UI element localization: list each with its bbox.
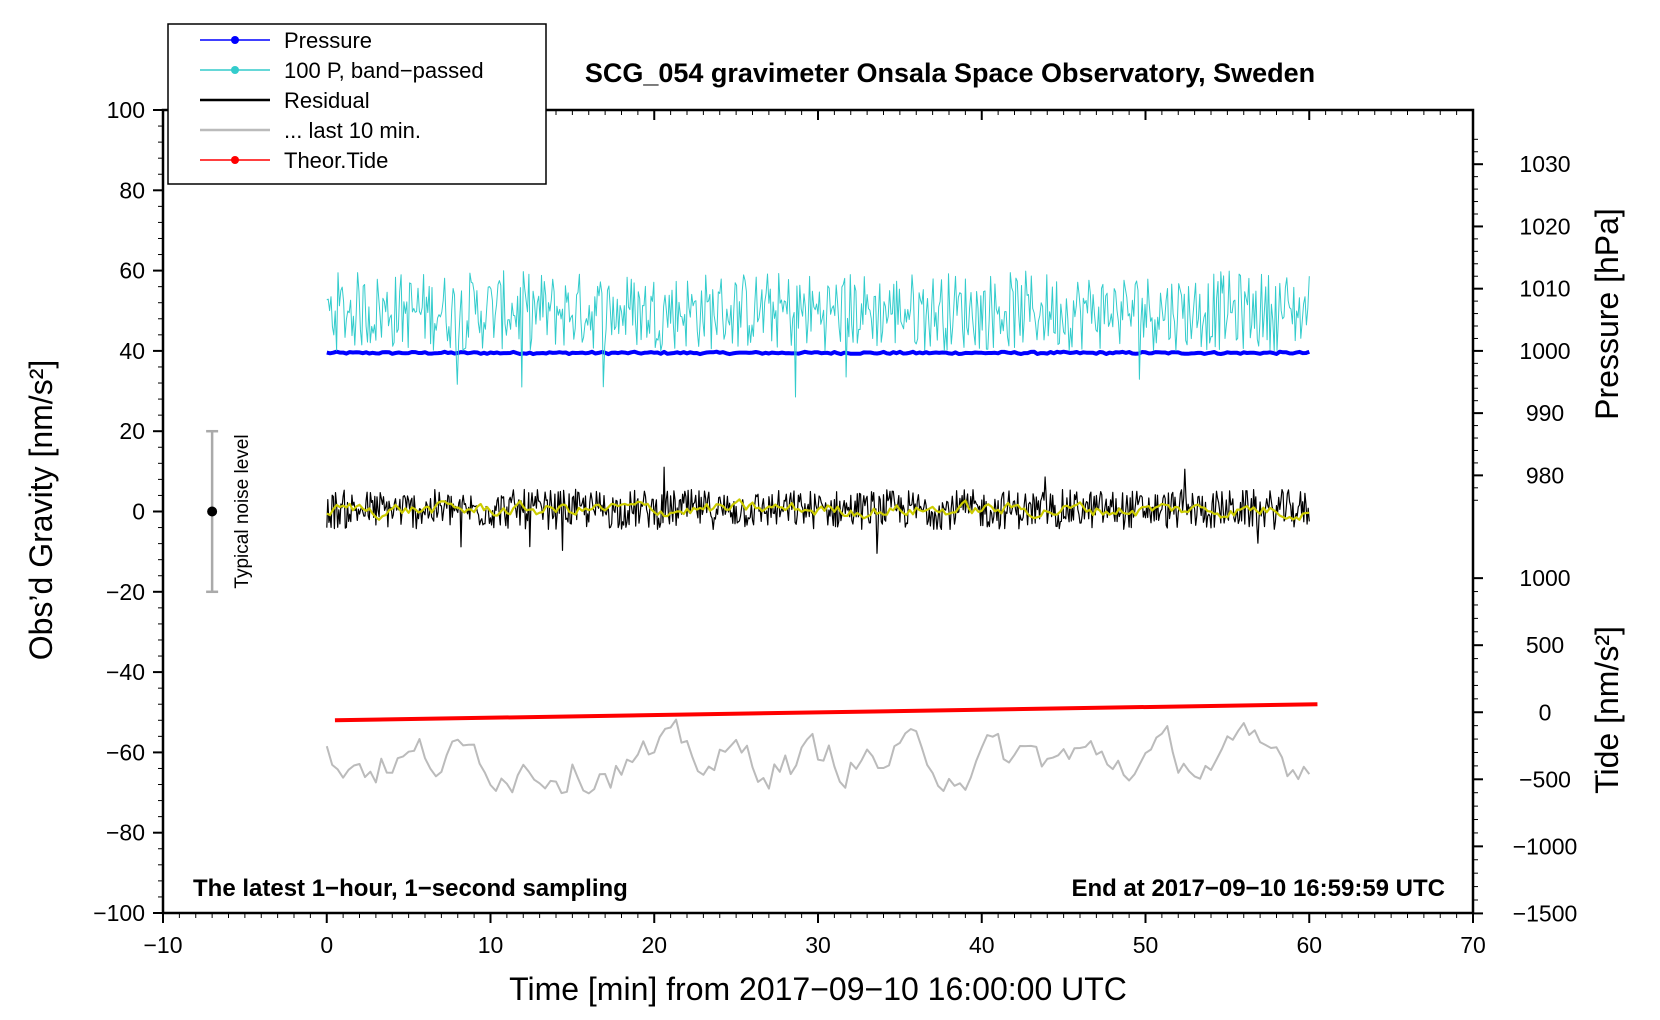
legend-marker — [231, 66, 239, 74]
pressure-tick-label: 1000 — [1519, 338, 1570, 364]
legend-label: Theor.Tide — [284, 148, 388, 173]
y-axis-label-left: Obs’d Gravity [nm/s²] — [23, 360, 59, 661]
tide-tick-label: −500 — [1519, 766, 1571, 792]
x-tick-label: 30 — [805, 932, 831, 958]
noise-level-indicator: Typical noise level — [206, 429, 253, 594]
legend-label: 100 P, band−passed — [284, 58, 484, 83]
legend-item: 100 P, band−passed — [200, 58, 484, 83]
series--last-10-min- — [325, 718, 1311, 795]
y-tick-label: −40 — [106, 659, 145, 685]
legend-marker — [231, 156, 239, 164]
legend-item: Pressure — [200, 28, 372, 53]
tide-tick-label: 0 — [1539, 699, 1552, 725]
y-tick-label: 60 — [119, 258, 145, 284]
legend-item: ... last 10 min. — [200, 118, 421, 143]
y-axis-label-tide: Tide [nm/s²] — [1589, 626, 1625, 794]
series-line — [326, 498, 1310, 521]
y-tick-label: 80 — [119, 177, 145, 203]
legend-label: ... last 10 min. — [284, 118, 421, 143]
tide-tick-label: 500 — [1526, 632, 1564, 658]
pressure-tick-label: 1020 — [1519, 213, 1570, 239]
legend-marker — [231, 36, 239, 44]
legend-box — [167, 23, 547, 185]
x-tick-label: 50 — [1133, 932, 1159, 958]
tide-tick-label: −1000 — [1513, 833, 1578, 859]
x-tick-label: 0 — [320, 932, 333, 958]
y-tick-label: 0 — [132, 499, 145, 525]
y-tick-label: 100 — [107, 97, 145, 123]
y-axis-label-pressure: Pressure [hPa] — [1589, 208, 1625, 420]
y-tick-label: −20 — [106, 579, 145, 605]
annotation-end-time: End at 2017−09−10 16:59:59 UTC — [1071, 875, 1445, 902]
series-layer — [325, 270, 1318, 795]
y-tick-label: 40 — [119, 338, 145, 364]
axis-layer: −10 0 10 20 30 40 50 60 70100806040200−20−40−60−… — [93, 97, 1577, 958]
y-tick-label: −100 — [93, 900, 145, 926]
x-tick-label: −10 — [143, 932, 182, 958]
series-line — [326, 270, 1310, 398]
x-tick-label: 40 — [969, 932, 995, 958]
pressure-tick-label: 990 — [1526, 400, 1564, 426]
pressure-tick-label: 1030 — [1519, 151, 1570, 177]
tide-tick-label: −1500 — [1513, 900, 1578, 926]
legend-item: Theor.Tide — [200, 148, 388, 173]
legend-label: Pressure — [284, 28, 372, 53]
legend-items: Pressure 100 P, band−passed Residual ... la… — [200, 28, 484, 173]
legend: Pressure 100 P, band−passed Residual ... la… — [167, 23, 547, 185]
series-theor-tide — [334, 702, 1318, 723]
legend-label: Residual — [284, 88, 370, 113]
y-tick-label: −60 — [106, 739, 145, 765]
pressure-tick-label: 980 — [1526, 462, 1564, 488]
chart-title: SCG_054 gravimeter Onsala Space Observat… — [585, 58, 1315, 88]
noise-center-dot — [207, 506, 218, 517]
x-axis-label: Time [min] from 2017−09−10 16:00:00 UTC — [509, 971, 1127, 1007]
annotation-sampling: The latest 1−hour, 1−second sampling — [193, 875, 628, 902]
noise-label: Typical noise level — [232, 434, 253, 588]
x-tick-label: 10 — [478, 932, 504, 958]
pressure-tick-label: 1010 — [1519, 276, 1570, 302]
x-tick-label: 70 — [1460, 932, 1486, 958]
y-tick-label: −80 — [106, 820, 145, 846]
y-tick-label: 20 — [119, 418, 145, 444]
series-residual-smoothed- — [326, 498, 1310, 521]
series-line — [334, 702, 1318, 723]
series-line — [326, 349, 1310, 357]
series-pressure — [326, 349, 1310, 357]
series-line — [325, 718, 1311, 795]
legend-item: Residual — [200, 88, 370, 113]
tide-tick-label: 1000 — [1519, 565, 1570, 591]
x-tick-label: 20 — [641, 932, 667, 958]
series-100-p-band-passed — [326, 270, 1310, 398]
x-tick-label: 60 — [1296, 932, 1322, 958]
